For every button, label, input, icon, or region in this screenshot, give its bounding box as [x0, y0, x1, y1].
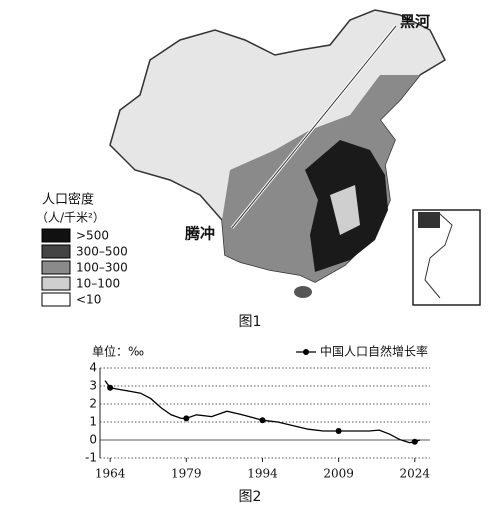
y-axis-label: 单位：‰	[92, 344, 144, 359]
place-label: 腾冲	[184, 225, 215, 243]
legend-label: 100–300	[76, 261, 128, 275]
data-point	[335, 428, 342, 434]
x-tick-label: 1964	[95, 467, 126, 481]
legend-label: 300–500	[76, 245, 128, 259]
x-tick-label: 1994	[247, 467, 278, 481]
y-tick-label: -1	[85, 451, 97, 465]
legend-label: 中国人口自然增长率	[320, 344, 428, 359]
legend-swatch	[41, 276, 71, 291]
data-point	[259, 417, 266, 424]
figure-caption: 图2	[239, 489, 262, 505]
x-tick-label: 2024	[399, 467, 430, 481]
legend-swatch	[41, 244, 71, 259]
legend-title: 人口密度	[42, 192, 94, 208]
x-tick-label: 2009	[323, 467, 354, 481]
y-tick-label: 4	[89, 361, 97, 375]
legend-swatch	[41, 228, 71, 243]
data-point	[183, 415, 190, 422]
legend-unit: （人/千米²）	[36, 211, 105, 225]
map: 黑河 腾冲 人口密度 （人/千米²） >500 300–500 100–300 …	[36, 9, 481, 330]
y-tick-label: 2	[89, 397, 97, 411]
y-tick-label: 0	[89, 433, 97, 447]
legend-label: <10	[76, 293, 101, 307]
legend-swatch	[41, 260, 71, 275]
legend-swatch	[41, 292, 71, 307]
data-point	[411, 438, 418, 445]
place-label: 黑河	[400, 13, 430, 31]
y-tick-label: 3	[89, 379, 97, 393]
map-inset-fill	[418, 212, 440, 228]
data-line	[104, 380, 421, 444]
legend-label: >500	[76, 229, 109, 243]
map-mid-high-density	[330, 185, 360, 235]
map-island	[294, 286, 312, 298]
data-point	[107, 384, 114, 391]
legend-marker	[303, 349, 309, 355]
legend-label: 10–100	[76, 277, 120, 291]
x-tick-label: 1979	[171, 467, 202, 481]
figure-caption: 图1	[239, 314, 262, 330]
hu-line	[231, 25, 397, 229]
y-tick-label: 1	[89, 415, 97, 429]
